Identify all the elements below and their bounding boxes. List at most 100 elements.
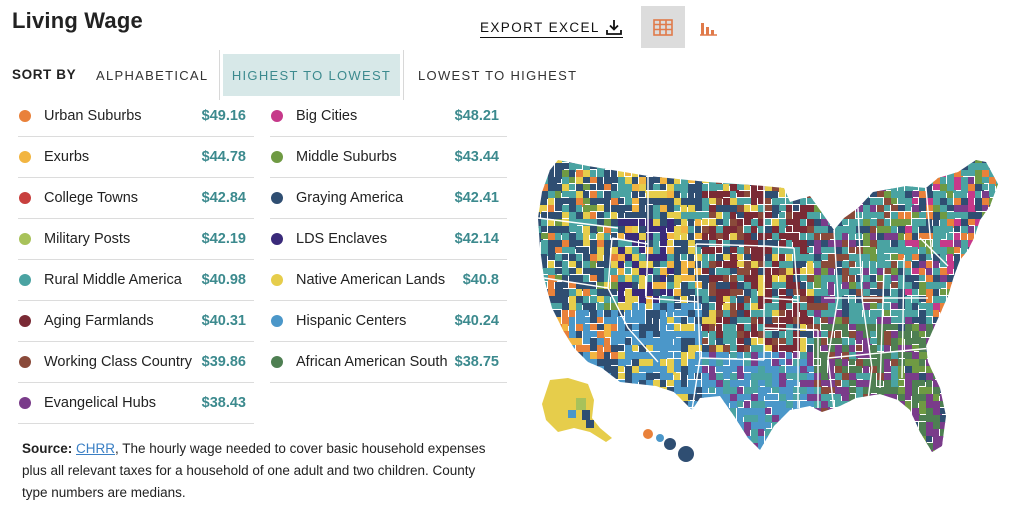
county-cell xyxy=(765,212,773,218)
county-cell xyxy=(597,394,606,400)
county-cell xyxy=(681,160,688,163)
county-cell xyxy=(597,254,603,263)
county-cell xyxy=(828,408,837,415)
county-cell xyxy=(737,436,744,443)
county-cell xyxy=(968,212,976,219)
county-cell xyxy=(849,394,855,402)
county-cell xyxy=(821,184,829,192)
county-cell xyxy=(821,268,830,277)
export-excel-button[interactable]: EXPORT EXCEL xyxy=(480,18,623,38)
legend-item[interactable]: College Towns $42.84 xyxy=(18,178,254,219)
legend-item[interactable]: Hispanic Centers $40.24 xyxy=(270,301,507,342)
county-cell xyxy=(583,443,589,450)
county-cell xyxy=(583,247,589,255)
county-cell xyxy=(611,268,617,275)
county-cell xyxy=(968,317,976,326)
county-cell xyxy=(786,436,792,442)
county-cell xyxy=(828,254,836,261)
living-wage-value: $38.75 xyxy=(454,354,499,370)
county-cell xyxy=(667,261,676,268)
legend-color-dot xyxy=(271,356,283,368)
county-cell xyxy=(807,198,816,204)
county-cell xyxy=(982,177,989,183)
table-view-button[interactable] xyxy=(641,6,685,48)
county-cell xyxy=(660,401,668,410)
county-cell xyxy=(870,184,877,190)
legend-item[interactable]: Military Posts $42.19 xyxy=(18,219,254,260)
county-cell xyxy=(863,457,871,463)
county-cell xyxy=(863,359,872,367)
county-cell xyxy=(730,436,737,445)
legend-item[interactable]: Aging Farmlands $40.31 xyxy=(18,301,254,342)
legend-item[interactable]: Graying America $42.41 xyxy=(270,178,507,219)
legend-item[interactable]: Middle Suburbs $43.44 xyxy=(270,137,507,178)
legend-item[interactable]: Exurbs $44.78 xyxy=(18,137,254,178)
county-cell xyxy=(912,366,919,373)
county-cell xyxy=(905,289,912,295)
legend-item[interactable]: LDS Enclaves $42.14 xyxy=(270,219,507,260)
county-cell xyxy=(604,338,610,347)
chart-view-button[interactable] xyxy=(686,6,730,48)
county-cell xyxy=(947,373,953,380)
county-cell xyxy=(576,177,583,184)
legend-item[interactable]: Evangelical Hubs $38.43 xyxy=(18,383,254,424)
county-cell xyxy=(975,303,981,310)
county-cell xyxy=(807,289,814,298)
living-wage-value: $40.31 xyxy=(201,313,246,329)
county-cell xyxy=(919,359,925,366)
county-cell xyxy=(625,387,632,396)
county-cell xyxy=(660,205,669,212)
county-cell xyxy=(842,282,850,291)
county-cell xyxy=(660,184,666,190)
county-cell xyxy=(681,324,690,333)
county-cell xyxy=(975,443,984,452)
county-cell xyxy=(926,205,935,211)
sort-alphabetical[interactable]: ALPHABETICAL xyxy=(96,67,209,83)
county-cell xyxy=(590,380,597,387)
county-cell xyxy=(765,205,774,211)
county-cell xyxy=(695,247,701,255)
county-cell xyxy=(744,366,752,372)
legend-item[interactable]: Native American Lands $40.8 xyxy=(270,260,507,301)
legend-item[interactable]: Rural Middle America $40.98 xyxy=(18,260,254,301)
county-cell xyxy=(569,198,576,205)
county-cell xyxy=(835,324,842,330)
county-cell xyxy=(807,345,813,352)
county-cell xyxy=(779,205,786,211)
county-cell xyxy=(898,422,907,429)
county-cell xyxy=(632,268,640,276)
county-cell xyxy=(744,394,751,400)
legend-item[interactable]: Urban Suburbs $49.16 xyxy=(18,96,254,137)
legend-item[interactable]: African American South $38.75 xyxy=(270,342,507,383)
county-cell xyxy=(975,247,983,255)
county-cell xyxy=(583,457,592,465)
county-cell xyxy=(590,317,598,323)
county-cell xyxy=(597,160,603,163)
county-cell xyxy=(674,219,682,225)
county-cell xyxy=(905,324,912,331)
county-cell xyxy=(919,303,927,309)
county-cell xyxy=(681,317,687,324)
county-cell xyxy=(898,205,906,211)
county-cell xyxy=(996,170,998,179)
source-link[interactable]: CHRR xyxy=(76,441,116,456)
county-cell xyxy=(821,310,829,317)
county-cell xyxy=(590,198,597,205)
county-cell xyxy=(597,303,604,310)
legend-item[interactable]: Working Class Country $39.86 xyxy=(18,342,254,383)
county-cell xyxy=(968,219,977,225)
sort-highest-to-lowest[interactable]: HIGHEST TO LOWEST xyxy=(223,54,400,96)
sort-lowest-to-highest[interactable]: LOWEST TO HIGHEST xyxy=(418,67,578,83)
county-cell xyxy=(751,394,759,402)
county-cell xyxy=(716,394,723,402)
county-cell xyxy=(660,170,666,176)
county-cell xyxy=(786,170,794,177)
county-cell xyxy=(646,450,653,452)
legend-item[interactable]: Big Cities $48.21 xyxy=(270,96,507,137)
county-cell xyxy=(821,254,828,260)
county-cell xyxy=(646,275,652,284)
county-cell xyxy=(702,240,709,247)
county-cell xyxy=(681,380,687,388)
county-cell xyxy=(786,345,793,353)
county-cell xyxy=(695,317,704,326)
